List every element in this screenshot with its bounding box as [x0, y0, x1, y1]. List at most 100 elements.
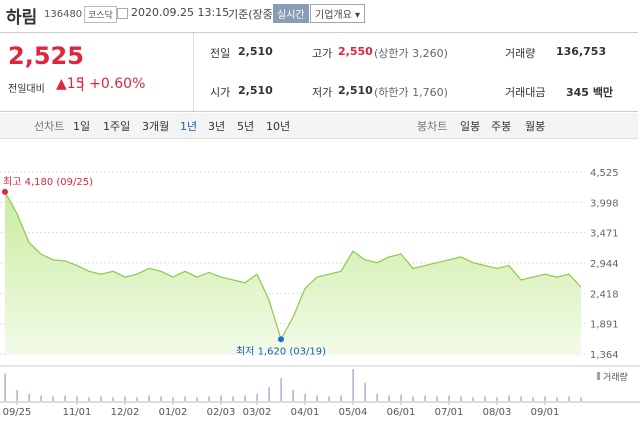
volume-bar — [292, 390, 294, 401]
period-tab[interactable]: 5년 — [237, 120, 255, 133]
overview-button[interactable]: 기업개요 ▾ — [310, 4, 366, 23]
x-tick-label: 11/01 — [63, 407, 92, 418]
volume-bar — [184, 396, 186, 401]
volume-bar — [40, 395, 42, 401]
candle-tab[interactable]: 주봉 — [491, 120, 512, 133]
stock-name: 하림 — [6, 8, 38, 28]
y-tick-label: 2,418 — [590, 289, 619, 300]
period-tab[interactable]: 1년 — [180, 120, 198, 133]
stat-label: 거래량 — [505, 47, 536, 60]
stat-value: 2,550 — [338, 45, 373, 58]
area — [5, 191, 581, 354]
status: 기준(장중) — [228, 8, 278, 21]
volume-bar — [196, 397, 198, 401]
volume-bar — [580, 397, 582, 401]
change-pct: | +0.60% — [80, 76, 146, 92]
stat-label: 저가 — [312, 86, 333, 99]
y-tick-label: 1,891 — [590, 320, 619, 331]
volume-bar — [112, 397, 114, 401]
y-tick-label: 2,944 — [590, 259, 619, 270]
volume-bar — [520, 396, 522, 401]
volume-bar — [172, 397, 174, 401]
volume-bar — [100, 396, 102, 401]
x-tick-label: 09/25 — [3, 407, 32, 418]
annotation: 최고 4,180 (09/25) — [3, 176, 93, 188]
volume-bar — [436, 396, 438, 401]
volume-bar — [256, 393, 258, 401]
stat-value: 345 백만 — [566, 84, 613, 100]
annotation: 최저 1,620 (03/19) — [236, 345, 326, 357]
volume-bar — [208, 396, 210, 401]
stat-value: 2,510 — [238, 84, 273, 97]
change-pct-value: +0.60% — [89, 76, 146, 92]
y-tick-label: 3,471 — [590, 229, 619, 240]
legend-label: 거래량 — [603, 371, 628, 383]
change: ▲15 — [56, 76, 85, 92]
stat-value: 2,510 — [338, 84, 373, 97]
volume-bar — [532, 397, 534, 401]
stat-label: 시가 — [210, 86, 231, 99]
volume-bar — [160, 396, 162, 401]
volume-bar — [388, 395, 390, 401]
overview-text: 기업개요 — [315, 10, 352, 21]
period-tab[interactable]: 1일 — [73, 120, 91, 133]
period-tab[interactable]: 10년 — [266, 120, 291, 133]
volume-bar — [280, 378, 282, 401]
y-tick-label: 3,998 — [590, 198, 619, 209]
volume-bar — [508, 395, 510, 401]
y-tick-label: 1,364 — [590, 350, 619, 361]
x-tick-label: 12/02 — [111, 407, 140, 418]
stat-label: 고가 — [312, 47, 333, 60]
stat-note: (하한가 1,760) — [374, 86, 448, 99]
volume-bar — [448, 395, 450, 401]
volume-bar — [544, 396, 546, 401]
x-tick-label: 08/03 — [483, 407, 512, 418]
x-tick-label: 09/01 — [531, 407, 560, 418]
amount-unit: 백만 — [592, 86, 614, 99]
realtime-button[interactable]: 실시간 — [273, 4, 309, 23]
change-value: 15 — [66, 76, 85, 92]
volume-bar — [364, 382, 366, 401]
x-tick-label: 03/02 — [243, 407, 272, 418]
x-tick-label: 06/01 — [387, 407, 416, 418]
x-tick-label: 05/04 — [339, 407, 368, 418]
divider — [193, 33, 194, 111]
volume-bar — [376, 393, 378, 401]
volume-bar — [4, 373, 6, 401]
volume-bar — [340, 395, 342, 401]
volume-bar — [28, 393, 30, 401]
volume-bar — [568, 396, 570, 401]
volume-bar — [268, 387, 270, 401]
summary-box — [0, 32, 638, 112]
volume-bar — [136, 397, 138, 401]
current-price: 2,525 — [8, 42, 84, 70]
volume-bar — [316, 395, 318, 401]
period-tab[interactable]: 3년 — [208, 120, 226, 133]
volume-bar — [412, 396, 414, 401]
annotation-dot — [2, 188, 8, 195]
datetime: 2020.09.25 13:15 — [131, 6, 230, 19]
volume-bar — [400, 394, 402, 401]
volume-bar — [484, 396, 486, 401]
x-tick-label: 01/02 — [159, 407, 188, 418]
tab-bar — [0, 113, 638, 139]
candle-tab[interactable]: 일봉 — [460, 120, 481, 133]
period-label: 선차트 — [34, 120, 65, 133]
period-tab[interactable]: 1주일 — [103, 120, 131, 133]
volume-bar — [232, 396, 234, 401]
volume-bar — [148, 395, 150, 401]
y-tick-label: 4,525 — [590, 168, 619, 179]
change-label: 전일대비 — [8, 84, 45, 95]
volume-bar — [352, 369, 354, 401]
stat-note: (상한가 3,260) — [374, 47, 448, 60]
market-badge: 코스닥 — [84, 6, 117, 23]
candle-tab[interactable]: 월봉 — [525, 120, 546, 133]
period-tab[interactable]: 3개월 — [142, 120, 170, 133]
calendar-icon — [117, 8, 128, 19]
volume-bar — [16, 390, 18, 401]
stock-code: 136480 — [44, 9, 83, 20]
volume-bar — [556, 397, 558, 401]
volume-bar — [76, 396, 78, 401]
